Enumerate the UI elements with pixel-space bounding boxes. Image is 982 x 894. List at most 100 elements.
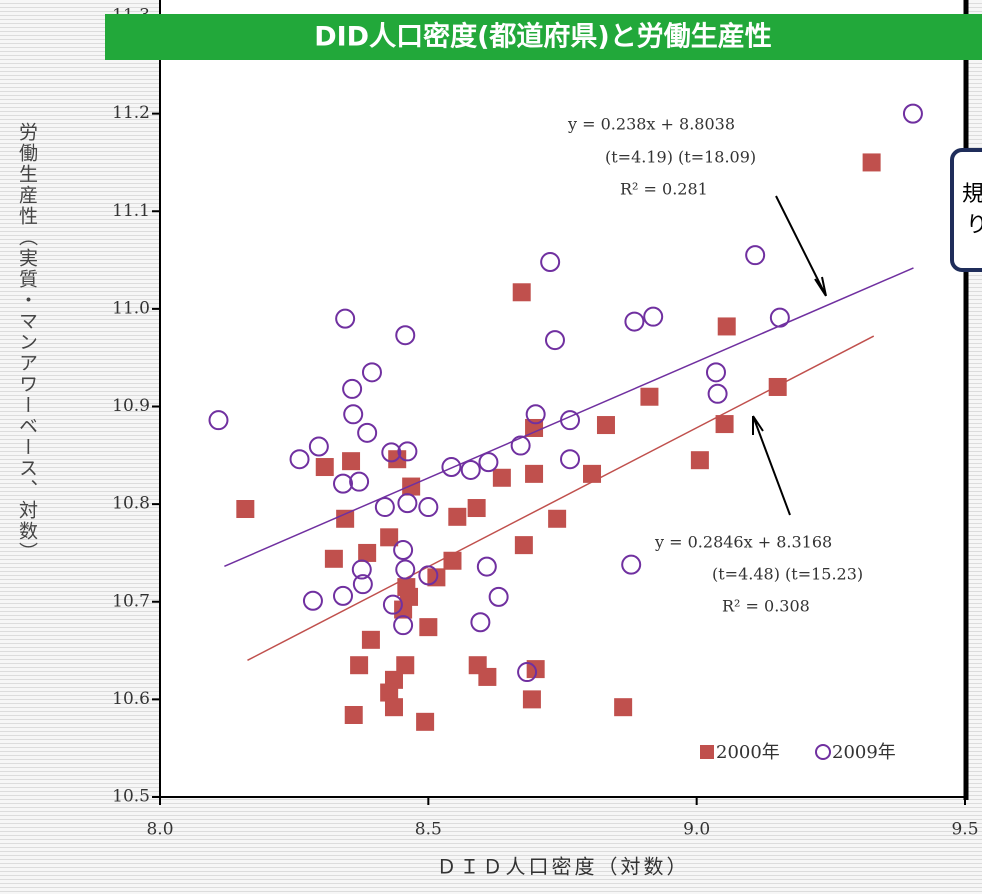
legend-swatch [815, 744, 831, 760]
point [862, 153, 881, 172]
point [351, 559, 372, 580]
point [512, 283, 531, 302]
title-bar [105, 14, 982, 60]
point [514, 536, 533, 555]
y-tick-label: 10.9 [112, 396, 150, 416]
point [416, 712, 435, 731]
equation-label: (t=4.48) (t=15.23) [712, 565, 863, 584]
equation-label: R² = 0.308 [722, 597, 810, 616]
point [769, 307, 790, 328]
point [418, 497, 439, 518]
legend-label: 2000年 [716, 742, 780, 763]
point [308, 436, 329, 457]
point [380, 683, 399, 702]
point [289, 449, 310, 470]
x-tick-label: 8.5 [415, 820, 442, 840]
point [621, 554, 642, 575]
point [374, 497, 395, 518]
x-tick-label: 9.0 [683, 820, 710, 840]
point [395, 325, 416, 346]
point [478, 667, 497, 686]
point [690, 451, 709, 470]
point [324, 549, 343, 568]
point [488, 586, 509, 607]
point [510, 435, 531, 456]
point [745, 245, 766, 266]
equation-label: y = 0.2846x + 8.3168 [654, 533, 832, 552]
point [717, 317, 736, 336]
point [394, 600, 413, 619]
point [393, 615, 414, 636]
point [342, 452, 361, 471]
point [476, 556, 497, 577]
trend-line [224, 267, 914, 567]
arrow [775, 195, 827, 297]
point [467, 499, 486, 518]
point [397, 578, 416, 597]
point [548, 509, 567, 528]
callout-text: 規 [962, 182, 982, 207]
point [358, 543, 377, 562]
y-tick-label: 10.7 [112, 591, 150, 611]
point [336, 509, 355, 528]
point [470, 612, 491, 633]
point [361, 362, 382, 383]
point [397, 441, 418, 462]
y-tick-label: 10.6 [112, 689, 150, 709]
point [357, 422, 378, 443]
point [478, 452, 499, 473]
point [768, 377, 787, 396]
point [715, 415, 734, 434]
point [344, 705, 363, 724]
point [342, 378, 363, 399]
x-axis-label: ＤＩＤ人口密度（対数） [437, 855, 690, 879]
point [333, 473, 354, 494]
x-tick-label: 8.0 [146, 820, 173, 840]
equation-label: R² = 0.281 [620, 180, 708, 199]
point [343, 404, 364, 425]
point [707, 383, 728, 404]
callout-box [950, 148, 982, 272]
point [640, 387, 659, 406]
point [443, 551, 462, 570]
point [315, 458, 334, 477]
point [350, 656, 369, 675]
y-tick-label: 11.1 [112, 201, 150, 221]
arrow [752, 415, 791, 516]
point [393, 540, 414, 561]
point [208, 410, 229, 431]
y-tick-label: 11.2 [112, 103, 150, 123]
point [560, 410, 581, 431]
y-axis-label: 労働生産性（実質・マンアワーベース、対数） [16, 122, 38, 563]
x-tick-label: 9.5 [951, 820, 978, 840]
callout-text: り [966, 213, 982, 238]
y-tick-label: 10.8 [112, 494, 150, 514]
y-tick-label: 10.5 [112, 787, 150, 807]
point [540, 252, 561, 273]
point [397, 493, 418, 514]
point [583, 464, 602, 483]
point [522, 690, 541, 709]
legend-label: 2009年 [832, 742, 896, 763]
point [517, 662, 538, 683]
point [384, 698, 403, 717]
point [460, 459, 481, 480]
point [441, 457, 462, 478]
point [402, 477, 421, 496]
point [380, 528, 399, 547]
point [525, 464, 544, 483]
plot-area [160, 0, 965, 797]
point [335, 308, 356, 329]
equation-label: (t=4.19) (t=18.09) [605, 148, 756, 167]
point [419, 618, 438, 637]
point [352, 574, 373, 595]
point [544, 330, 565, 351]
point [705, 362, 726, 383]
point [333, 585, 354, 606]
point [381, 442, 402, 463]
point [560, 449, 581, 470]
chart-title: DID人口密度(都道府県)と労働生産性 [314, 21, 772, 53]
point [302, 590, 323, 611]
